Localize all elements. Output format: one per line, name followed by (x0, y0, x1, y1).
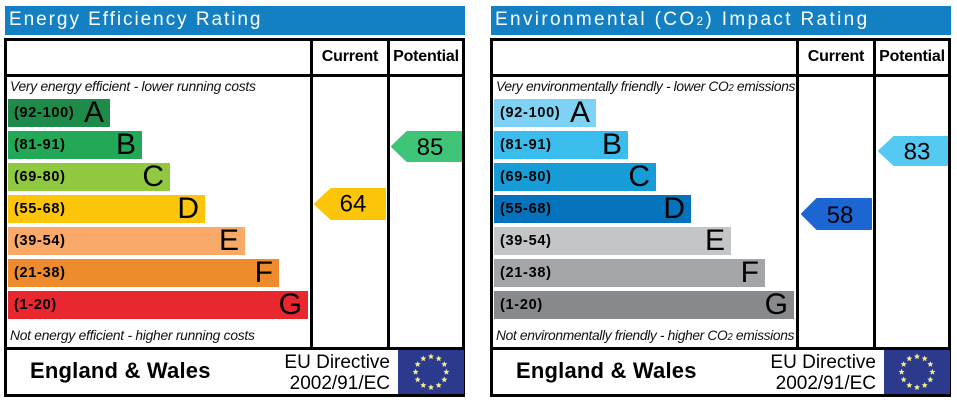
svg-text:83: 83 (904, 139, 931, 166)
svg-text:64: 64 (340, 191, 367, 218)
svg-text:58: 58 (827, 202, 854, 229)
svg-text:85: 85 (417, 134, 444, 161)
